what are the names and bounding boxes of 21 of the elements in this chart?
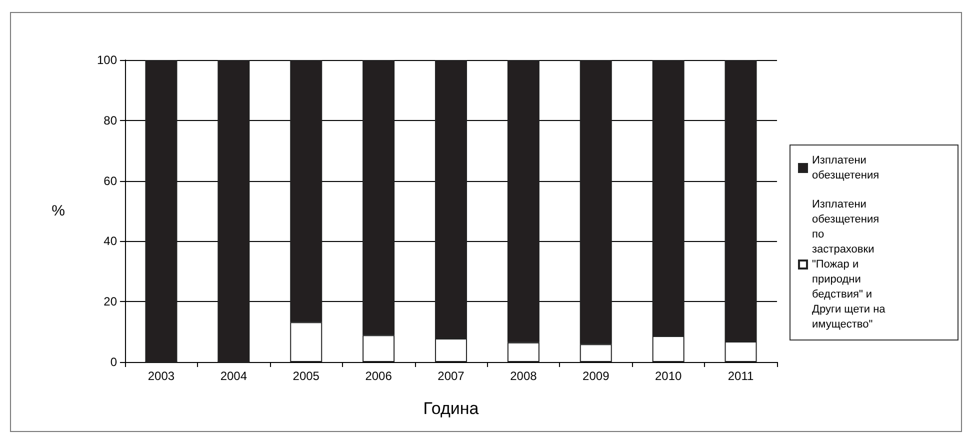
y-tick-label: 80 — [104, 113, 118, 128]
x-tick-label: 2006 — [365, 369, 392, 383]
x-tick-label: 2008 — [510, 369, 538, 383]
bar — [145, 60, 178, 362]
text: Изплатени обезщетения по застраховки "Пожар и природни бедствия" и Други щети на имущество" — [812, 198, 886, 330]
y-tick-label: 0 — [110, 355, 118, 369]
x-tick-label: 2007 — [438, 369, 465, 383]
legend-label: Изплатени обезщетения — [812, 154, 880, 182]
y-tick-label: 60 — [104, 174, 118, 188]
y-tick-label: 20 — [104, 294, 118, 309]
y-axis-title: % — [52, 202, 65, 220]
x-tick-label: 2005 — [292, 369, 320, 383]
y-tick-label: 100 — [96, 53, 118, 67]
x-tick-label: 2003 — [148, 369, 175, 383]
x-axis-title: Година — [423, 399, 480, 418]
y-tick-label: 40 — [104, 234, 118, 248]
x-tick-label: 2004 — [220, 369, 248, 383]
x-tick-label: 2011 — [728, 369, 754, 383]
x-tick-label: 2009 — [582, 369, 610, 383]
bar — [218, 60, 250, 362]
x-tick-label: 2010 — [654, 369, 682, 383]
